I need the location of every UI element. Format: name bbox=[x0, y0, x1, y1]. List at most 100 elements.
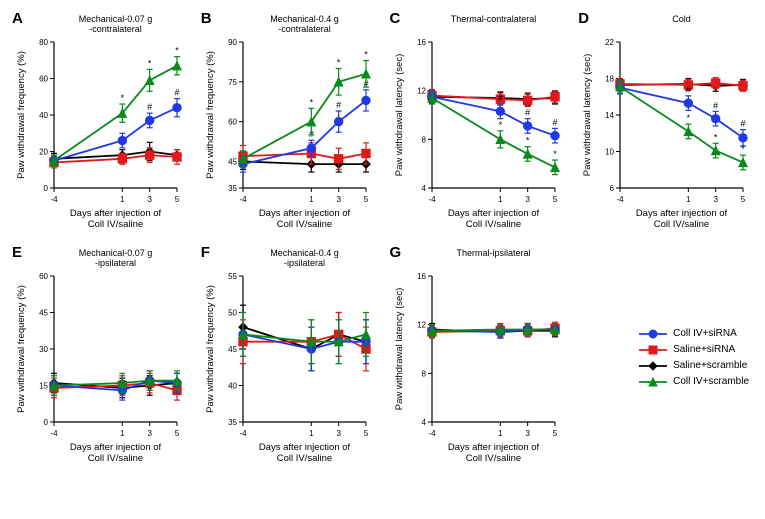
legend-item-saline_scr: Saline+scramble bbox=[639, 358, 749, 374]
svg-text:3: 3 bbox=[525, 429, 530, 438]
svg-text:Paw withdrawal latency (sec): Paw withdrawal latency (sec) bbox=[582, 54, 593, 177]
svg-text:*: * bbox=[337, 58, 341, 68]
svg-text:5: 5 bbox=[552, 429, 557, 438]
panel-letter: B bbox=[201, 10, 212, 27]
svg-text:3: 3 bbox=[147, 429, 152, 438]
svg-text:0: 0 bbox=[44, 184, 49, 193]
svg-text:4: 4 bbox=[421, 418, 426, 427]
panel-letter: D bbox=[578, 10, 589, 27]
svg-text:Thermal-contralateral: Thermal-contralateral bbox=[450, 14, 536, 24]
panel-letter: E bbox=[12, 244, 22, 261]
legend-label: Coll IV+siRNA bbox=[673, 326, 737, 342]
panel-letter: C bbox=[390, 10, 401, 27]
svg-text:Thermal-ipsilateral: Thermal-ipsilateral bbox=[456, 248, 530, 258]
svg-text:1: 1 bbox=[309, 429, 314, 438]
svg-text:-contralateral: -contralateral bbox=[278, 24, 331, 34]
svg-text:14: 14 bbox=[605, 111, 614, 120]
svg-text:5: 5 bbox=[175, 195, 180, 204]
svg-text:10: 10 bbox=[605, 148, 614, 157]
svg-text:Coll IV/saline: Coll IV/saline bbox=[277, 219, 332, 230]
legend-label: Coll IV+scramble bbox=[673, 374, 749, 390]
svg-text:Days after injection of: Days after injection of bbox=[70, 442, 162, 453]
svg-text:Days after injection of: Days after injection of bbox=[259, 208, 351, 219]
legend-label: Saline+siRNA bbox=[673, 342, 735, 358]
svg-text:Paw withdrawal frequency (%): Paw withdrawal frequency (%) bbox=[205, 51, 216, 179]
svg-text:40: 40 bbox=[39, 111, 48, 120]
svg-text:80: 80 bbox=[39, 38, 48, 47]
svg-text:-4: -4 bbox=[428, 429, 436, 438]
svg-text:Coll IV/saline: Coll IV/saline bbox=[88, 453, 143, 464]
svg-text:60: 60 bbox=[228, 118, 237, 127]
svg-text:-4: -4 bbox=[239, 195, 247, 204]
svg-text:1: 1 bbox=[120, 195, 125, 204]
svg-text:3: 3 bbox=[336, 195, 341, 204]
svg-text:-4: -4 bbox=[50, 429, 58, 438]
svg-text:5: 5 bbox=[552, 195, 557, 204]
svg-text:#: # bbox=[713, 100, 718, 110]
svg-text:4: 4 bbox=[421, 184, 426, 193]
svg-text:12: 12 bbox=[417, 321, 426, 330]
svg-text:8: 8 bbox=[421, 369, 426, 378]
svg-text:*: * bbox=[175, 46, 179, 56]
svg-text:1: 1 bbox=[498, 195, 503, 204]
panel-letter: F bbox=[201, 244, 210, 261]
svg-text:5: 5 bbox=[364, 429, 369, 438]
svg-text:15: 15 bbox=[39, 382, 48, 391]
svg-text:0: 0 bbox=[44, 418, 49, 427]
legend-marker-icon bbox=[639, 344, 667, 356]
svg-text:3: 3 bbox=[714, 195, 719, 204]
svg-text:40: 40 bbox=[228, 382, 237, 391]
svg-text:*: * bbox=[553, 149, 557, 159]
svg-text:#: # bbox=[525, 108, 530, 118]
svg-text:Days after injection of: Days after injection of bbox=[447, 442, 539, 453]
panel-letter: G bbox=[390, 244, 402, 261]
svg-text:12: 12 bbox=[417, 87, 426, 96]
svg-text:1: 1 bbox=[120, 429, 125, 438]
svg-text:*: * bbox=[309, 97, 313, 107]
svg-text:#: # bbox=[147, 102, 152, 112]
svg-text:3: 3 bbox=[525, 195, 530, 204]
panel-E: EMechanical-0.07 g-ipsilateral015304560-… bbox=[10, 244, 189, 474]
svg-text:*: * bbox=[525, 136, 529, 146]
panel-B: BMechanical-0.4 g-contralateral354560759… bbox=[199, 10, 378, 240]
svg-text:Days after injection of: Days after injection of bbox=[259, 442, 351, 453]
svg-text:3: 3 bbox=[336, 429, 341, 438]
svg-text:1: 1 bbox=[498, 429, 503, 438]
legend-item-coll_scr: Coll IV+scramble bbox=[639, 374, 749, 390]
panel-F: FMechanical-0.4 g-ipsilateral3540455055-… bbox=[199, 244, 378, 474]
svg-text:20: 20 bbox=[39, 148, 48, 157]
svg-text:-4: -4 bbox=[617, 195, 625, 204]
svg-text:Paw withdrawal latency (sec): Paw withdrawal latency (sec) bbox=[394, 54, 405, 177]
legend-marker-icon bbox=[639, 328, 667, 340]
svg-text:#: # bbox=[497, 93, 502, 103]
svg-text:Paw withdrawal frequency (%): Paw withdrawal frequency (%) bbox=[16, 285, 27, 413]
figure-grid: AMechanical-0.07 g-contralateral02040608… bbox=[10, 10, 755, 474]
panel-letter: A bbox=[12, 10, 23, 27]
svg-text:45: 45 bbox=[39, 309, 48, 318]
svg-text:60: 60 bbox=[39, 272, 48, 281]
legend-marker-icon bbox=[639, 360, 667, 372]
svg-text:55: 55 bbox=[228, 272, 237, 281]
svg-text:*: * bbox=[121, 93, 125, 103]
svg-text:30: 30 bbox=[39, 345, 48, 354]
svg-text:Mechanical-0.07 g: Mechanical-0.07 g bbox=[79, 14, 153, 24]
panel-D: DCold610141822-4135Days after injection … bbox=[576, 10, 755, 240]
panel-C: CThermal-contralateral481216-4135Days af… bbox=[388, 10, 567, 240]
legend-marker-icon bbox=[639, 376, 667, 388]
svg-text:#: # bbox=[336, 100, 341, 110]
svg-text:1: 1 bbox=[686, 195, 691, 204]
svg-text:90: 90 bbox=[228, 38, 237, 47]
svg-text:3: 3 bbox=[147, 195, 152, 204]
svg-text:-4: -4 bbox=[239, 429, 247, 438]
svg-text:*: * bbox=[148, 58, 152, 68]
svg-text:35: 35 bbox=[228, 418, 237, 427]
svg-text:#: # bbox=[174, 88, 179, 98]
legend: Coll IV+siRNA Saline+siRNA Saline+scramb… bbox=[639, 326, 749, 390]
svg-text:60: 60 bbox=[39, 75, 48, 84]
legend-cell: Coll IV+siRNA Saline+siRNA Saline+scramb… bbox=[576, 244, 755, 474]
svg-text:1: 1 bbox=[309, 195, 314, 204]
svg-text:*: * bbox=[687, 113, 691, 123]
svg-text:Cold: Cold bbox=[672, 14, 691, 24]
svg-text:*: * bbox=[498, 120, 502, 130]
svg-text:-ipsilateral: -ipsilateral bbox=[284, 258, 325, 268]
